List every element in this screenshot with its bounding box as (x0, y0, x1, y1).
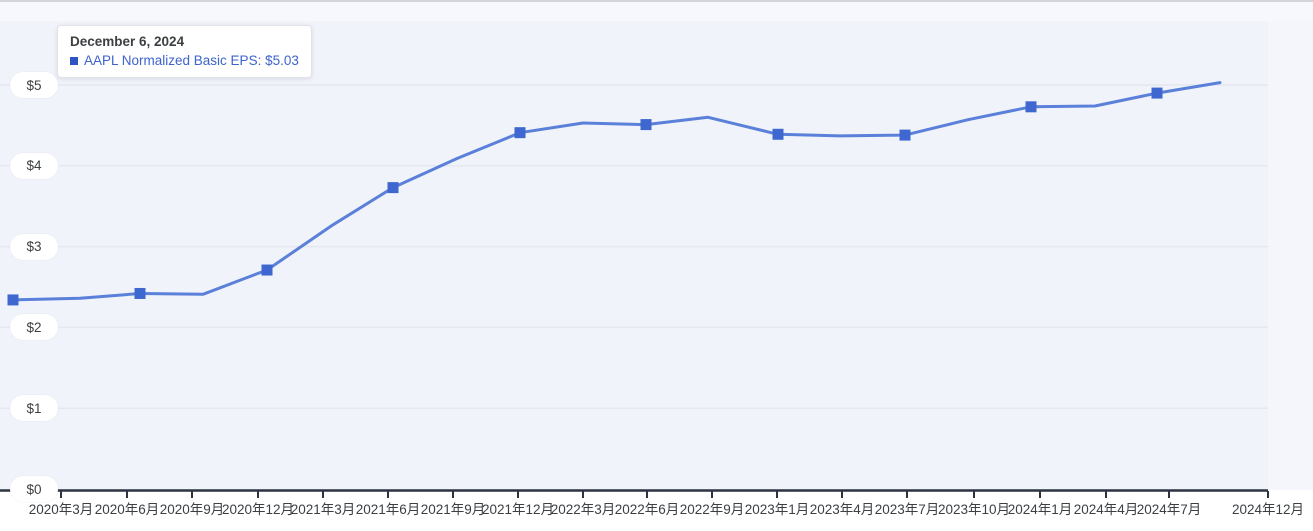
x-tick-label: 2024年1月 (1007, 502, 1073, 517)
data-point-marker[interactable] (899, 129, 911, 141)
x-tick-label: 2022年6月 (614, 502, 680, 517)
x-tick-label: 2022年3月 (550, 502, 616, 517)
top-border (0, 0, 1313, 2)
x-tick-label: 2020年9月 (159, 502, 225, 517)
tooltip-series-row: AAPL Normalized Basic EPS: $5.03 (70, 53, 299, 68)
x-tick-label: 2021年9月 (420, 502, 486, 517)
x-tick-label: 2022年9月 (679, 502, 745, 517)
data-point-marker[interactable] (1151, 87, 1163, 99)
eps-line-path (11, 81, 1222, 302)
y-axis-label-pill: $3 (10, 233, 58, 260)
x-tick-label: 2023年7月 (874, 502, 940, 517)
x-tick-label: 2023年4月 (809, 502, 875, 517)
data-point-marker[interactable] (514, 127, 526, 139)
data-point-marker[interactable] (640, 119, 652, 131)
data-point-marker[interactable] (772, 128, 784, 140)
x-tick-label: 2020年3月 (28, 502, 94, 517)
y-axis-label-pill: $4 (10, 152, 58, 179)
x-tick-label: 2020年12月 (221, 502, 295, 517)
x-tick-label: 2024年4月 (1073, 502, 1139, 517)
x-tick-label: 2023年1月 (744, 502, 810, 517)
x-tick-label: 2021年6月 (355, 502, 421, 517)
y-axis-label-pill: $0 (10, 476, 58, 502)
chart-tooltip: December 6, 2024 AAPL Normalized Basic E… (57, 25, 312, 78)
plot-background (0, 21, 1313, 490)
tooltip-date: December 6, 2024 (70, 34, 185, 49)
header-band (0, 2, 1313, 21)
data-point-marker[interactable] (261, 264, 273, 276)
series-swatch-icon (70, 56, 78, 65)
x-tick-label: 2024年7月 (1136, 502, 1202, 517)
x-tick-label: 2024年12月 (1231, 502, 1305, 517)
x-tick-label: 2023年10月 (937, 502, 1011, 517)
x-tick-label: 2020年6月 (94, 502, 160, 517)
y-axis-label-pill: $1 (10, 395, 58, 422)
tooltip-series-value: AAPL Normalized Basic EPS: $5.03 (84, 53, 299, 68)
y-axis-label-pill: $2 (10, 314, 58, 341)
x-tick-label: 2021年12月 (481, 502, 555, 517)
x-tick-label: 2021年3月 (290, 502, 356, 517)
axis-label-band (0, 490, 1313, 531)
data-point-marker[interactable] (387, 182, 399, 194)
data-point-marker[interactable] (134, 287, 146, 299)
y-axis-label-pill: $5 (10, 72, 58, 98)
plot-right-margin (1268, 21, 1313, 490)
data-point-marker[interactable] (7, 294, 19, 306)
data-point-marker[interactable] (1025, 101, 1037, 113)
